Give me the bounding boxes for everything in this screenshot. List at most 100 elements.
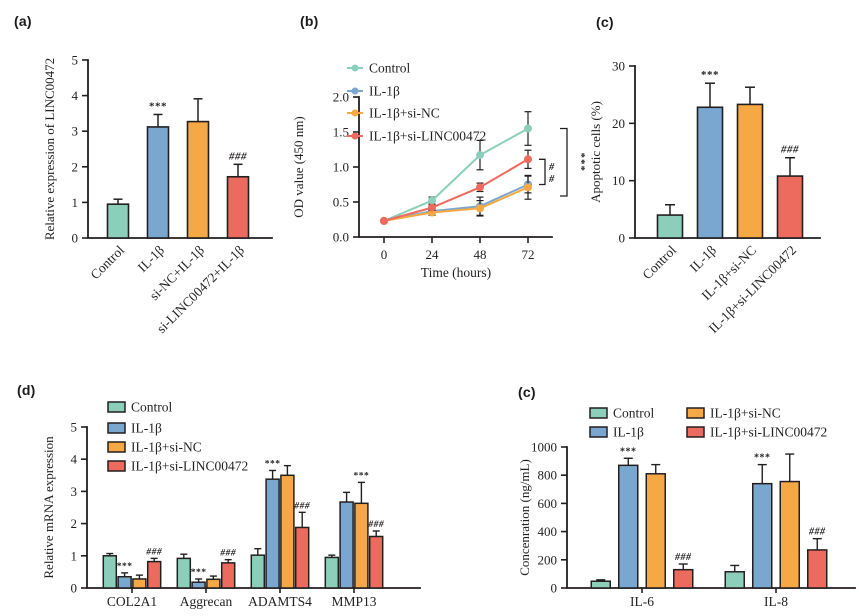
y-tick-label: 0 [619,231,626,246]
x-category-label: ADAMTS4 [248,594,312,609]
data-point [428,203,436,212]
y-axis-label: Relative expression of LINC00472 [42,58,57,240]
y-tick-label: 2 [71,516,78,531]
legend-swatch-Control [107,401,126,413]
hash-significance-annotation: # [548,162,555,173]
bar-ADAMTS4-IL-1β+si-NC [280,474,295,589]
legend-dot-marker [351,132,359,140]
y-axis-label: Relative mRNA expression [41,436,56,579]
x-category-label: Control [87,242,127,282]
legend-label: IL-1β [613,425,644,440]
bar-IL-1β+si-LINC00472 [776,175,804,239]
bar-COL2A1-IL-1β [117,575,132,589]
series-line-IL-1β+si-NC [383,186,529,222]
data-point [428,196,436,205]
panel-d: (d) 0 1 2 3 4 5 Relative mRNA expression Contro… [0,360,430,616]
bar-si-LINC00472+IL-1β [226,175,250,239]
panel-b-label: (b) [300,13,319,29]
data-point [476,204,484,213]
x-category-label: IL-8 [764,594,788,609]
x-tick-label: 48 [474,247,487,262]
panel-e: (c) 0 200 400 600 800 1000 Concenration (ng/mL… [430,360,859,616]
legend-label: Control [369,61,411,76]
y-tick-label: 1 [72,195,79,210]
legend-swatch-IL-1β+si-NC [686,407,705,419]
bar-IL-1β+si-NC [736,103,764,239]
panel-b: (b) 0.0 0.5 1.0 1.5 2.0 OD value (450 nm) 0 24 4… [290,0,590,360]
hash-significance-annotation: ### [808,527,826,538]
panel-a-label: (a) [14,13,32,29]
bar-IL-8-IL-1β+si-LINC00472 [807,549,828,589]
bar-Control [106,203,130,239]
x-category-label: IL-1β [687,242,720,275]
panel-d-grouped-bar-chart: 0 1 2 3 4 5 Relative mRNA expression Control IL-… [41,400,421,609]
legend-swatch-IL-1β [107,422,126,434]
y-tick-label: 0 [72,231,79,246]
data-point [380,216,388,225]
y-tick-label: 3 [71,484,78,499]
y-axis-label: Apoptotic cells (%) [588,101,603,203]
bar-IL-6-Control [590,580,611,589]
legend-label: IL-1β [369,84,400,99]
bar-Control [656,214,684,239]
star-significance-annotation: *** [191,568,207,578]
x-tick-label: 0 [381,247,388,262]
star-significance-annotation: *** [575,153,587,173]
legend-label: IL-1β [131,421,162,436]
panel-a-bar-chart: 0 1 2 3 4 5 Relative expression of LINC00472 Co… [42,53,273,336]
y-tick-label: 30 [612,59,625,74]
y-tick-label: 2.0 [333,90,349,105]
bar-IL-8-IL-1β+si-NC [779,480,800,589]
y-tick-label: 2 [72,159,79,174]
bar-Aggrecan-IL-1β+si-LINC00472 [220,562,236,589]
panel-a: (a) 0 1 2 3 4 5 Relative expression of LINC004… [0,0,290,360]
bar-MMP13-IL-1β+si-NC [354,502,369,589]
star-significance-annotation: *** [354,471,370,481]
bar-ADAMTS4-IL-1β [265,478,280,589]
bar-IL-1β [696,106,724,239]
legend-label: Control [613,406,655,421]
hash-significance-annotation: ### [780,144,799,156]
legend-dot-marker [351,109,359,117]
data-point [524,155,532,164]
bar-COL2A1-IL-1β+si-LINC00472 [146,560,162,589]
y-tick-label: 1000 [531,440,557,455]
hash-significance-annotation: ### [228,150,247,162]
x-tick-label: 24 [426,247,440,262]
panel-b-line-chart: 0.0 0.5 1.0 1.5 2.0 OD value (450 nm) 0 24 48 72 T… [291,61,587,281]
data-point [476,183,484,192]
legend-swatch-IL-1β+si-LINC00472 [107,460,126,472]
x-category-label: IL-1β [135,242,168,275]
panel-e-label: (c) [518,384,536,400]
x-category-label: COL2A1 [107,594,157,609]
bar-ADAMTS4-Control [250,554,266,589]
panel-c: (c) 0 10 20 30 Apoptotic cells (%) Control ***… [580,0,859,360]
hash-significance-annotation: ### [367,520,384,530]
y-tick-label: 4 [72,88,79,103]
x-category-label: Control [639,242,679,282]
data-point [524,183,532,192]
y-tick-label: 0 [551,581,558,596]
x-tick-label: 72 [522,247,535,262]
bar-COL2A1-Control [102,555,118,589]
legend-swatch-IL-1β+si-NC [107,441,126,453]
y-tick-label: 4 [71,452,78,467]
hash-significance-annotation: ### [674,552,692,563]
legend-dot-marker [351,64,359,72]
data-point [476,151,484,160]
panel-d-label: (d) [17,382,36,398]
bar-Aggrecan-Control [176,557,192,589]
hash-significance-annotation: # [548,174,555,185]
bar-COL2A1-IL-1β+si-NC [132,578,147,589]
y-tick-label: 1.5 [333,125,349,140]
bar-IL-8-IL-1β [752,482,773,589]
star-significance-annotation: *** [701,69,719,81]
y-axis-label: OD value (450 nm) [291,116,306,217]
legend-label: IL-1β+si-LINC00472 [369,129,486,144]
bar-si-NC+IL-1β [186,120,210,239]
series-line-Control [383,127,529,222]
star-significance-annotation: *** [754,453,771,464]
y-tick-label: 5 [71,420,78,435]
panel-c-label: (c) [596,14,614,30]
